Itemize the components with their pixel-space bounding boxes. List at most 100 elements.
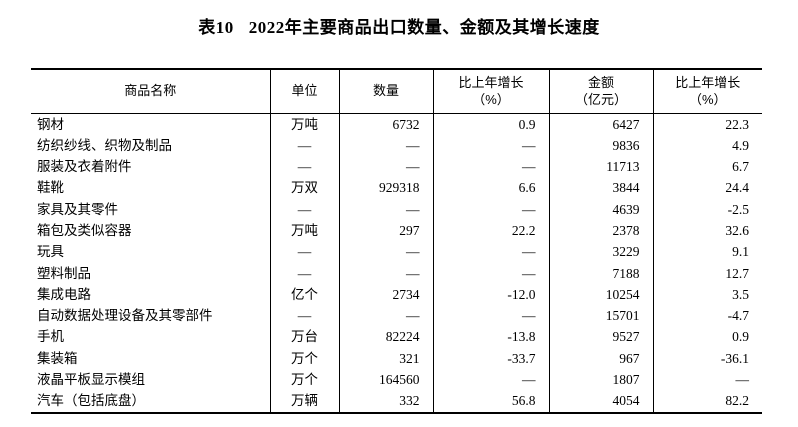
cell-unit: 万吨 [269,219,339,242]
header-line: （亿元） [574,92,627,108]
cell-value: 6427 [548,113,653,135]
cell-unit: 万辆 [269,390,339,413]
cell-quantity: 6732 [338,113,433,135]
cell-quantity: — [338,134,433,157]
table-row: 塑料制品 — — — 7188 12.7 [31,262,762,284]
col-header-quantity-growth: 比上年增长 （%） [432,69,549,114]
cell-commodity: 钢材 [37,116,64,132]
cell-quantity-growth: 56.8 [432,390,549,413]
cell-quantity-growth: — [432,198,549,220]
cell-quantity: — [338,241,433,263]
cell-quantity: 929318 [338,177,433,199]
cell-value-growth: -4.7 [652,305,762,327]
cell-unit: — [269,262,339,284]
cell-unit: 万个 [269,369,339,391]
table-row: 箱包及类似容器 万吨 297 22.2 2378 32.6 [31,219,762,242]
cell-value: 11713 [548,156,653,178]
cell-commodity: 服装及衣着附件 [37,159,132,175]
cell-quantity-growth: — [432,156,549,178]
col-header-commodity: 商品名称 [31,69,270,114]
cell-quantity-growth: -13.8 [432,326,549,348]
header-line: 数量 [372,83,399,99]
table-row: 纺织纱线、织物及制品 — — — 9836 4.9 [31,134,762,157]
cell-quantity-growth: — [432,305,549,327]
col-header-quantity: 数量 [338,69,433,114]
cell-commodity: 手机 [37,329,64,345]
cell-value: 9836 [548,134,653,157]
cell-value: 9527 [548,326,653,348]
cell-quantity-growth: — [432,134,549,157]
cell-quantity-growth: — [432,241,549,263]
cell-value-growth: 3.5 [652,283,762,306]
table-row: 钢材 万吨 6732 0.9 6427 22.3 [31,113,762,135]
cell-value: 3844 [548,177,653,199]
cell-value-growth: — [652,369,762,391]
cell-quantity: 82224 [338,326,433,348]
cell-quantity: 2734 [338,283,433,306]
cell-value: 4639 [548,198,653,220]
cell-value: 4054 [548,390,653,413]
cell-quantity: 164560 [338,369,433,391]
cell-quantity-growth: — [432,262,549,284]
col-header-unit: 单位 [269,69,339,114]
header-line: （%） [472,92,510,108]
table-row: 自动数据处理设备及其零部件 — — — 15701 -4.7 [31,305,762,327]
cell-value: 967 [548,347,653,370]
col-header-value-growth: 比上年增长 （%） [652,69,762,114]
cell-value: 15701 [548,305,653,327]
cell-value-growth: 0.9 [652,326,762,348]
header-row: 商品名称 单位 数量 比上年增长 （%） 金额 （亿元） [31,69,762,114]
cell-commodity: 玩具 [37,244,64,260]
table-row: 集成电路 亿个 2734 -12.0 10254 3.5 [31,283,762,306]
cell-value: 2378 [548,219,653,242]
cell-commodity: 自动数据处理设备及其零部件 [37,308,213,324]
cell-commodity: 塑料制品 [37,265,91,281]
cell-commodity: 集成电路 [37,286,91,302]
header-line: 单位 [291,83,318,99]
cell-quantity: — [338,156,433,178]
cell-unit: — [269,241,339,263]
cell-unit: 万吨 [269,113,339,135]
table-row: 玩具 — — — 3229 9.1 [31,241,762,263]
table-row: 汽车（包括底盘） 万辆 332 56.8 4054 82.2 [31,390,762,413]
cell-unit: — [269,305,339,327]
cell-value-growth: 82.2 [652,390,762,413]
col-header-value: 金额 （亿元） [548,69,653,114]
cell-value-growth: 22.3 [652,113,762,135]
cell-commodity: 鞋靴 [37,180,64,196]
cell-value-growth: 6.7 [652,156,762,178]
table-number: 表10 [198,18,234,37]
cell-value: 1807 [548,369,653,391]
cell-quantity-growth: 0.9 [432,113,549,135]
cell-value-growth: 12.7 [652,262,762,284]
cell-unit: 亿个 [269,283,339,306]
cell-value-growth: 32.6 [652,219,762,242]
cell-unit: — [269,198,339,220]
table-title-text: 2022年主要商品出口数量、金额及其增长速度 [248,18,600,37]
cell-quantity-growth: -12.0 [432,283,549,306]
table-row: 服装及衣着附件 — — — 11713 6.7 [31,156,762,178]
cell-value-growth: 24.4 [652,177,762,199]
cell-quantity: 332 [338,390,433,413]
cell-quantity-growth: 6.6 [432,177,549,199]
table-row: 液晶平板显示模组 万个 164560 — 1807 — [31,369,762,391]
cell-commodity: 家具及其零件 [37,201,118,217]
cell-quantity: 297 [338,219,433,242]
cell-value: 3229 [548,241,653,263]
header-line: （%） [688,92,727,108]
cell-commodity: 箱包及类似容器 [37,222,132,238]
cell-value: 10254 [548,283,653,306]
header-line: 比上年增长 [458,74,524,90]
cell-unit: 万双 [269,177,339,199]
cell-quantity-growth: — [432,369,549,391]
cell-commodity: 集装箱 [37,350,78,366]
cell-value: 7188 [548,262,653,284]
table-row: 鞋靴 万双 929318 6.6 3844 24.4 [31,177,762,199]
table-row: 手机 万台 82224 -13.8 9527 0.9 [31,326,762,348]
cell-commodity: 纺织纱线、织物及制品 [37,137,172,153]
table-row: 家具及其零件 — — — 4639 -2.5 [31,198,762,220]
cell-quantity: — [338,262,433,284]
header-line: 商品名称 [124,83,177,99]
cell-value-growth: -2.5 [652,198,762,220]
